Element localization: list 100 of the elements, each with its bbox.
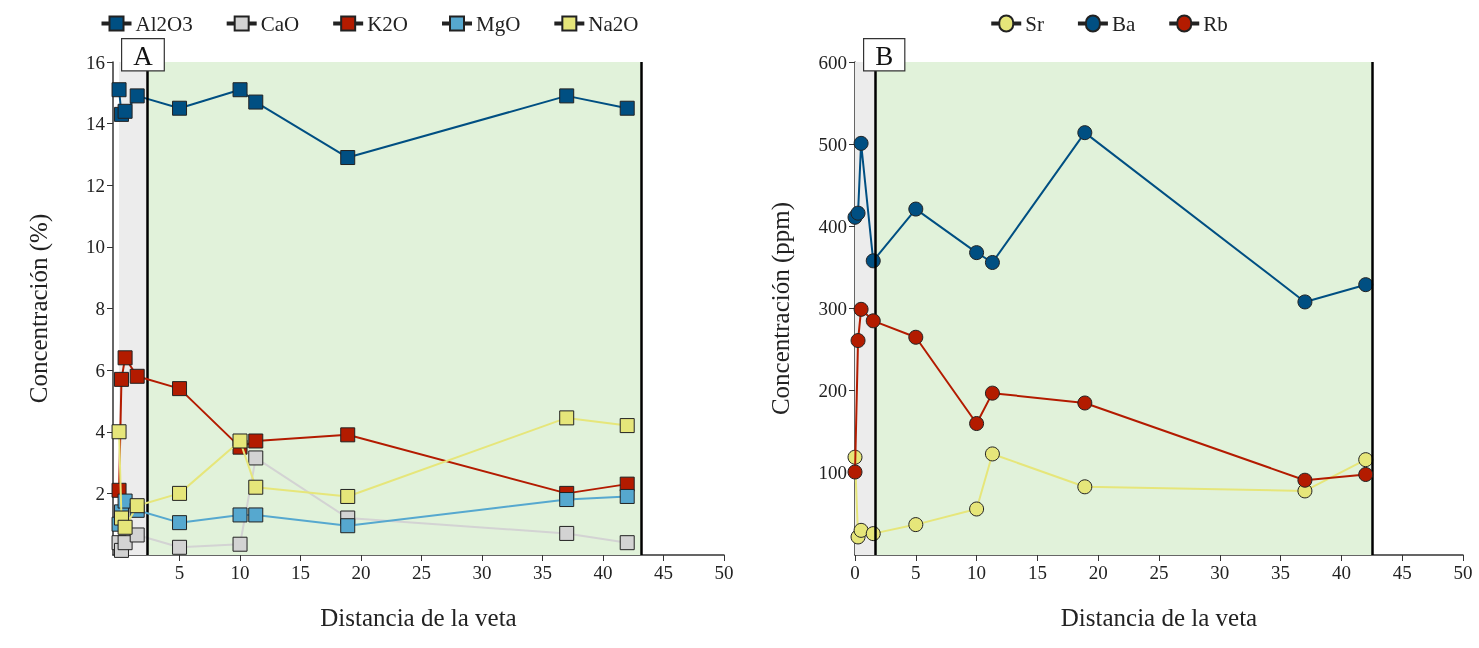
x-tick-label: 35	[533, 562, 553, 583]
point	[984, 446, 1000, 462]
x-axis-title: Distancia de la veta	[1060, 604, 1258, 631]
point	[117, 350, 133, 366]
x-tick-label: 5	[174, 562, 185, 583]
x-tick-label: 25	[412, 562, 432, 583]
point	[559, 492, 575, 508]
x-tick-label: 30	[472, 562, 492, 583]
legend-label: CaO	[260, 11, 300, 36]
x-tick-label: 15	[1027, 562, 1047, 583]
point	[1358, 277, 1374, 293]
point	[1297, 294, 1313, 310]
point	[1077, 395, 1093, 411]
point	[340, 150, 356, 166]
x-tick-label: 45	[1392, 562, 1412, 583]
point	[111, 82, 127, 98]
y-tick-label: 14	[86, 113, 106, 135]
point	[172, 381, 188, 397]
y-tick-label: 2	[95, 482, 105, 504]
point	[559, 410, 575, 426]
x-tick-label: 45	[654, 562, 674, 583]
point	[340, 488, 356, 504]
point	[117, 103, 133, 119]
point	[232, 82, 248, 98]
y-tick-label: 500	[818, 133, 847, 155]
point	[172, 485, 188, 501]
point	[1297, 472, 1313, 488]
point	[1077, 479, 1093, 495]
point	[969, 501, 985, 517]
point	[1358, 452, 1374, 468]
point	[1358, 466, 1374, 482]
point	[172, 100, 188, 116]
point	[248, 450, 264, 466]
point	[340, 518, 356, 534]
y-tick-label: 8	[95, 298, 105, 319]
x-tick-label: 0	[850, 562, 860, 583]
point	[619, 100, 635, 116]
point	[232, 507, 248, 523]
point	[117, 535, 133, 551]
y-axis-title: Concentración (%)	[25, 213, 53, 404]
point	[232, 536, 248, 552]
legend-label: Rb	[1203, 11, 1228, 36]
point	[248, 433, 264, 449]
point	[853, 301, 869, 317]
x-tick-label: 25	[1149, 562, 1169, 583]
legend-label: Sr	[1025, 11, 1044, 36]
x-tick-label: 10	[230, 562, 250, 583]
point	[847, 464, 863, 480]
point	[969, 245, 985, 261]
annotation: B	[875, 40, 894, 71]
point	[248, 479, 264, 495]
y-tick-label: 400	[818, 215, 847, 237]
point	[850, 205, 866, 221]
point	[908, 201, 924, 217]
y-tick-label: 600	[818, 51, 847, 73]
point	[248, 94, 264, 110]
point	[619, 488, 635, 504]
x-tick-label: 20	[351, 562, 371, 583]
y-axis-title: Concentración (ppm)	[767, 201, 795, 416]
point	[559, 88, 575, 104]
point	[865, 313, 881, 329]
point	[969, 416, 985, 432]
x-tick-label: 40	[593, 562, 613, 583]
point	[172, 539, 188, 555]
legend-label: K2O	[367, 11, 409, 36]
point	[129, 498, 145, 514]
point	[117, 519, 133, 535]
x-tick-label: 15	[291, 562, 311, 583]
x-axis-title: Distancia de la veta	[320, 604, 517, 631]
point	[232, 433, 248, 449]
legend-label: Na2O	[588, 11, 639, 36]
point	[111, 424, 127, 440]
point	[984, 254, 1000, 270]
legend-label: Ba	[1111, 11, 1136, 36]
point	[172, 515, 188, 531]
x-tick-label: 50	[714, 562, 734, 583]
y-tick-label: 4	[95, 421, 106, 443]
y-tick-label: 10	[86, 236, 105, 258]
legend-label: Al2O3	[135, 11, 193, 36]
legend-label: MgO	[476, 11, 521, 36]
point	[248, 507, 264, 523]
point	[850, 333, 866, 349]
x-tick-label: 40	[1331, 562, 1351, 583]
point	[853, 135, 869, 151]
y-tick-label: 6	[95, 359, 105, 381]
y-tick-label: 100	[818, 462, 847, 484]
point	[129, 368, 145, 384]
annotation: A	[133, 40, 154, 71]
x-tick-label: 50	[1453, 562, 1473, 583]
point	[908, 517, 924, 533]
point	[619, 535, 635, 551]
y-tick-label: 16	[86, 51, 105, 73]
point	[619, 418, 635, 434]
y-tick-label: 300	[818, 298, 847, 319]
point	[1077, 125, 1093, 141]
point	[559, 525, 575, 541]
y-tick-label: 12	[86, 174, 105, 196]
point	[853, 522, 869, 538]
x-tick-label: 35	[1271, 562, 1291, 583]
point	[984, 385, 1000, 401]
